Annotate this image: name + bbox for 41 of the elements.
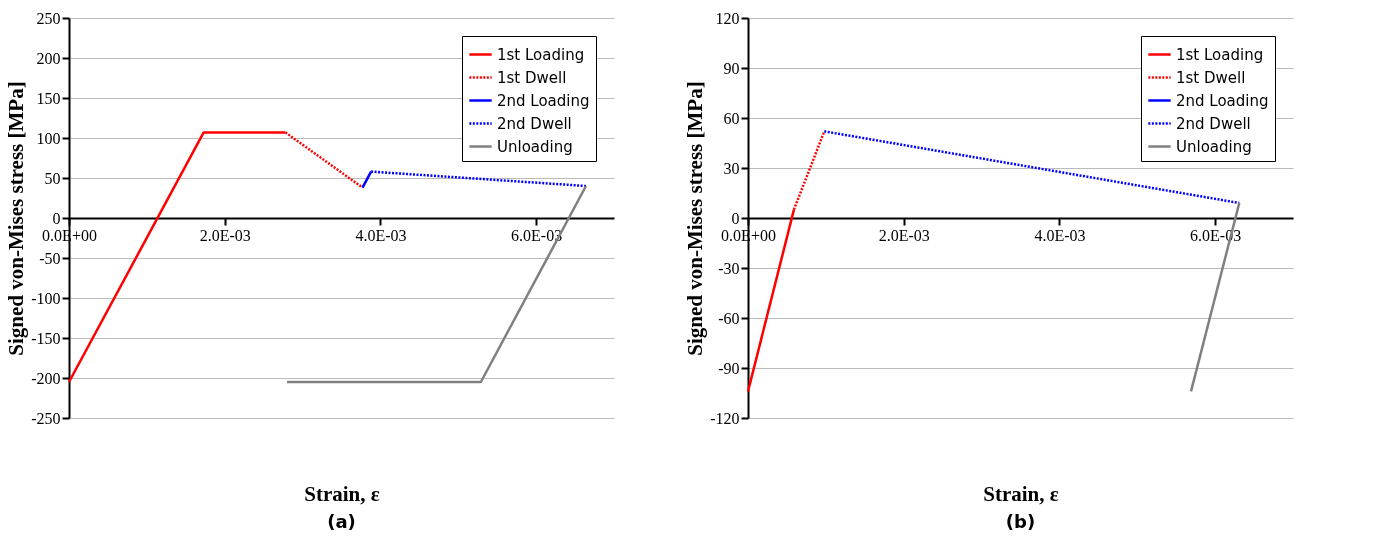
- y-tick-label: -30: [718, 259, 740, 277]
- legend-label: 1st Loading: [1176, 45, 1264, 64]
- y-tick-label: 250: [36, 9, 61, 27]
- y-tick-label: 90: [723, 59, 740, 77]
- x-tick-label: 2.0E-03: [878, 226, 930, 244]
- legend-label: 2nd Dwell: [497, 114, 572, 133]
- legend-label: 2nd Loading: [1176, 91, 1269, 110]
- y-tick-label: 0: [52, 209, 61, 227]
- y-tick-label: 200: [36, 49, 61, 67]
- y-axis-title: Signed von-Mises stress [MPa]: [683, 81, 708, 356]
- x-tick-label: 2.0E-03: [199, 226, 251, 244]
- legend-label: 2nd Dwell: [1176, 114, 1251, 133]
- y-tick-label: -90: [718, 359, 740, 377]
- y-tick-label: -60: [718, 309, 740, 327]
- y-tick-label: 60: [723, 109, 740, 127]
- y-tick-label: 150: [36, 89, 61, 107]
- legend-label: 1st Dwell: [497, 68, 567, 87]
- legend-label: Unloading: [497, 137, 573, 156]
- y-tick-label: 0: [731, 209, 740, 227]
- x-tick-label: 4.0E-03: [355, 226, 407, 244]
- legend-label: 1st Dwell: [1176, 68, 1246, 87]
- y-tick-label: 100: [36, 129, 61, 147]
- x-axis-title: Strain, ε: [304, 481, 380, 506]
- y-tick-label: -150: [31, 329, 61, 347]
- y-tick-label: -200: [31, 369, 61, 387]
- y-tick-label: -120: [710, 409, 740, 427]
- x-tick-label: 4.0E-03: [1034, 226, 1086, 244]
- legend-label: 2nd Loading: [497, 91, 590, 110]
- y-tick-label: 30: [723, 159, 740, 177]
- y-tick-label: -50: [39, 249, 61, 267]
- y-tick-label: -250: [31, 409, 61, 427]
- y-tick-label: 50: [44, 169, 61, 187]
- text: (a): [327, 511, 356, 532]
- y-tick-label: 120: [715, 9, 740, 27]
- y-tick-label: -100: [31, 289, 61, 307]
- text: (b): [1005, 511, 1036, 532]
- y-axis-title: Signed von-Mises stress [MPa]: [4, 81, 29, 356]
- x-axis-title: Strain, ε: [983, 481, 1059, 506]
- legend-label: Unloading: [1176, 137, 1252, 156]
- legend-label: 1st Loading: [497, 45, 585, 64]
- x-tick-label: 6.0E-03: [1190, 226, 1242, 244]
